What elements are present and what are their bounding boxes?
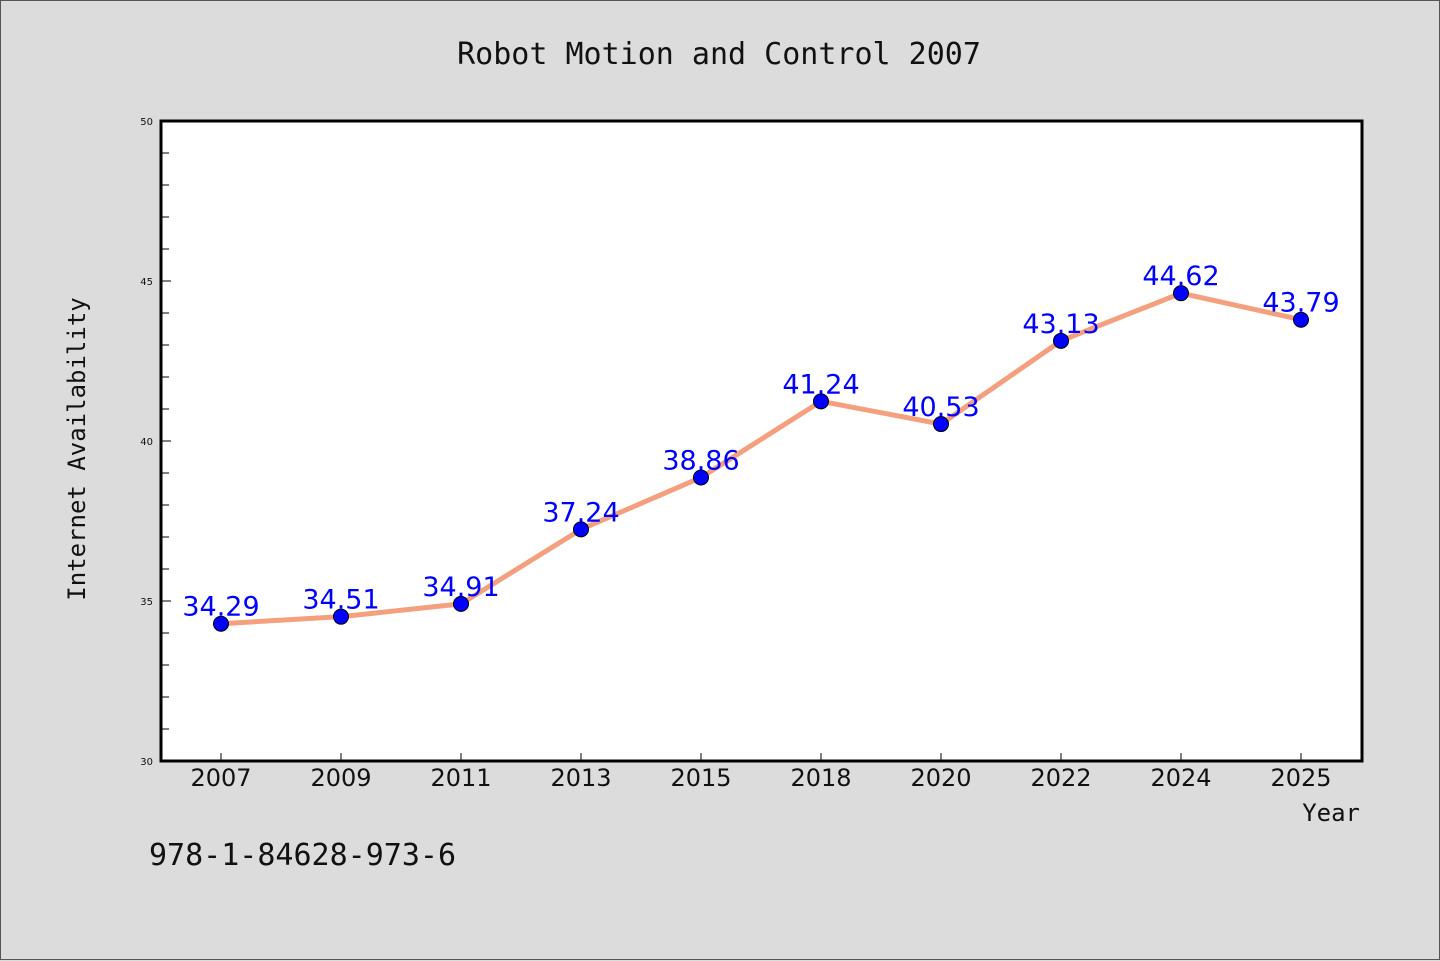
y-tick-label: 45 bbox=[140, 277, 153, 288]
x-axis-ticks bbox=[220, 753, 1302, 761]
data-label: 34.51 bbox=[302, 585, 379, 616]
data-point-marker bbox=[1293, 311, 1309, 328]
data-label: 34.91 bbox=[422, 572, 499, 603]
x-tick-label: 2009 bbox=[310, 764, 371, 792]
data-label: 43.13 bbox=[1022, 309, 1099, 340]
y-tick-label: 50 bbox=[140, 117, 153, 128]
y-tick-label: 40 bbox=[140, 437, 153, 448]
x-tick-label: 2022 bbox=[1030, 764, 1091, 792]
data-label: 40.53 bbox=[902, 392, 979, 423]
y-tick-label: 30 bbox=[140, 757, 153, 768]
x-axis-label: Year bbox=[1302, 799, 1360, 827]
data-point-marker bbox=[693, 469, 709, 486]
x-axis-tick-labels: 2007 2009 2011 2013 2015 2018 2020 2022 2024 2025 bbox=[190, 764, 1331, 792]
data-point-marker bbox=[813, 393, 829, 410]
x-tick-label: 2018 bbox=[790, 764, 851, 792]
data-point-marker bbox=[453, 595, 469, 612]
isbn-footer: 978-1-84628-973-6 bbox=[149, 838, 456, 873]
x-tick-label: 2011 bbox=[430, 764, 491, 792]
x-tick-label: 2020 bbox=[910, 764, 971, 792]
data-label: 34.29 bbox=[182, 592, 259, 623]
series-markers bbox=[213, 285, 1309, 632]
x-tick-label: 2025 bbox=[1270, 764, 1331, 792]
y-axis-tick-labels: 30 35 40 45 50 bbox=[140, 117, 153, 768]
data-point-marker bbox=[1173, 285, 1189, 302]
data-point-marker bbox=[333, 608, 349, 625]
x-tick-label: 2015 bbox=[670, 764, 731, 792]
y-axis-label: Internet Availability bbox=[63, 297, 91, 600]
data-label: 37.24 bbox=[542, 497, 619, 528]
x-tick-label: 2013 bbox=[550, 764, 611, 792]
x-tick-label: 2024 bbox=[1150, 764, 1211, 792]
data-point-marker bbox=[933, 416, 949, 433]
series-line-group bbox=[218, 290, 1304, 627]
data-point-marker bbox=[1053, 332, 1069, 349]
data-label: 38.86 bbox=[662, 445, 739, 476]
y-tick-label: 35 bbox=[140, 597, 153, 608]
y-axis-ticks bbox=[161, 152, 171, 730]
data-label: 43.79 bbox=[1262, 288, 1339, 319]
chart-title: Robot Motion and Control 2007 bbox=[457, 37, 981, 72]
data-labels: 34.29 34.51 34.91 37.24 38.86 41.24 40.53 43.13… bbox=[182, 261, 1339, 623]
series-line bbox=[218, 290, 1304, 627]
x-tick-label: 2007 bbox=[190, 764, 251, 792]
data-label: 44.62 bbox=[1142, 261, 1219, 292]
data-point-marker bbox=[213, 615, 229, 632]
data-point-marker bbox=[573, 521, 589, 538]
data-label: 41.24 bbox=[782, 369, 859, 400]
